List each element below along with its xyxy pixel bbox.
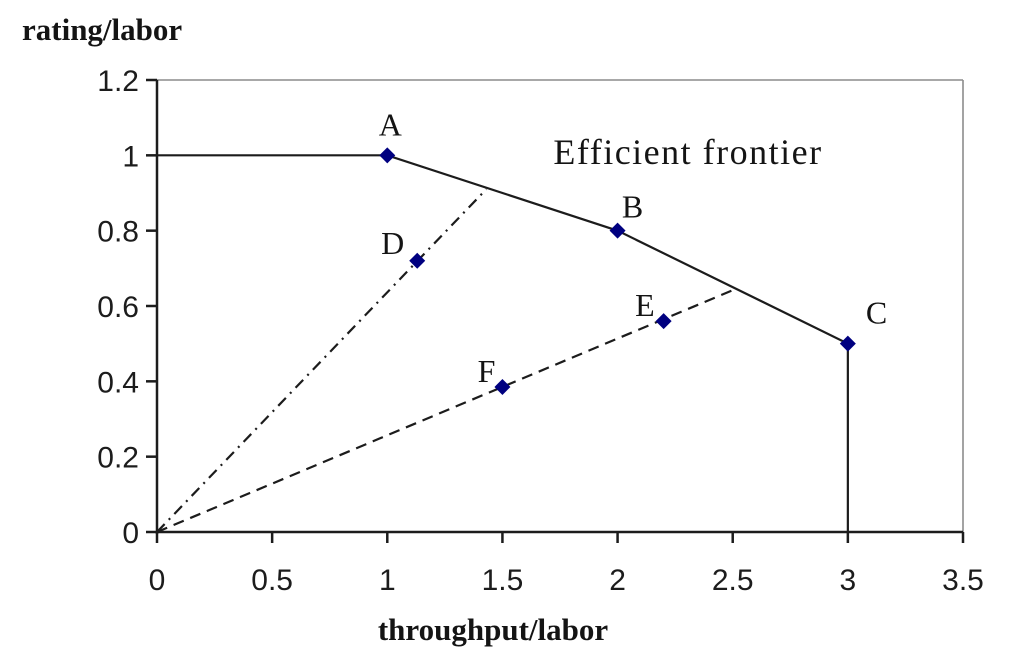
y-tick-label-0.2: 0.2: [97, 442, 139, 475]
point-D-diamond-icon: [409, 252, 426, 269]
y-tick-label-1.2: 1.2: [97, 65, 139, 98]
x-tick-label-2: 2: [609, 564, 626, 597]
x-tick-label-2.5: 2.5: [712, 564, 754, 597]
y-tick-label-0.6: 0.6: [97, 291, 139, 324]
y-tick-label-0: 0: [122, 517, 139, 550]
point-label-D: D: [381, 225, 404, 261]
efficient-frontier-line: [157, 154, 849, 532]
x-tick-label-0: 0: [149, 564, 166, 597]
point-F-diamond-icon: [494, 378, 511, 395]
point-label-A: A: [379, 106, 402, 142]
chart-title: Efficient frontier: [553, 132, 822, 172]
x-tick-label-1: 1: [379, 564, 396, 597]
point-label-B: B: [622, 189, 643, 225]
point-A-diamond-icon: [379, 147, 396, 164]
origin-ray-through-D: [156, 188, 488, 533]
plot-area: 0 0.5 1 1.5 2 2.5 3 3.5 0 0.2 0.4 0.6 0.8 1 1.2 A B C D E F: [97, 65, 984, 597]
y-tick-label-0.4: 0.4: [97, 366, 139, 399]
point-label-C: C: [866, 295, 887, 331]
point-C-diamond-icon: [839, 335, 856, 352]
y-tick-label-1: 1: [122, 140, 139, 173]
x-axis-title: throughput/labor: [378, 612, 609, 647]
x-tick-label-3.5: 3.5: [942, 564, 984, 597]
x-tick-label-3: 3: [840, 564, 857, 597]
x-tick-label-1.5: 1.5: [482, 564, 524, 597]
y-axis-title: rating/labor: [22, 12, 182, 47]
point-E-diamond-icon: [655, 313, 672, 330]
point-B-diamond-icon: [609, 222, 626, 239]
point-label-F: F: [478, 353, 496, 389]
x-tick-label-0.5: 0.5: [251, 564, 293, 597]
origin-ray-through-F-E: [156, 289, 734, 534]
y-tick-label-0.8: 0.8: [97, 216, 139, 249]
point-label-E: E: [635, 287, 655, 323]
